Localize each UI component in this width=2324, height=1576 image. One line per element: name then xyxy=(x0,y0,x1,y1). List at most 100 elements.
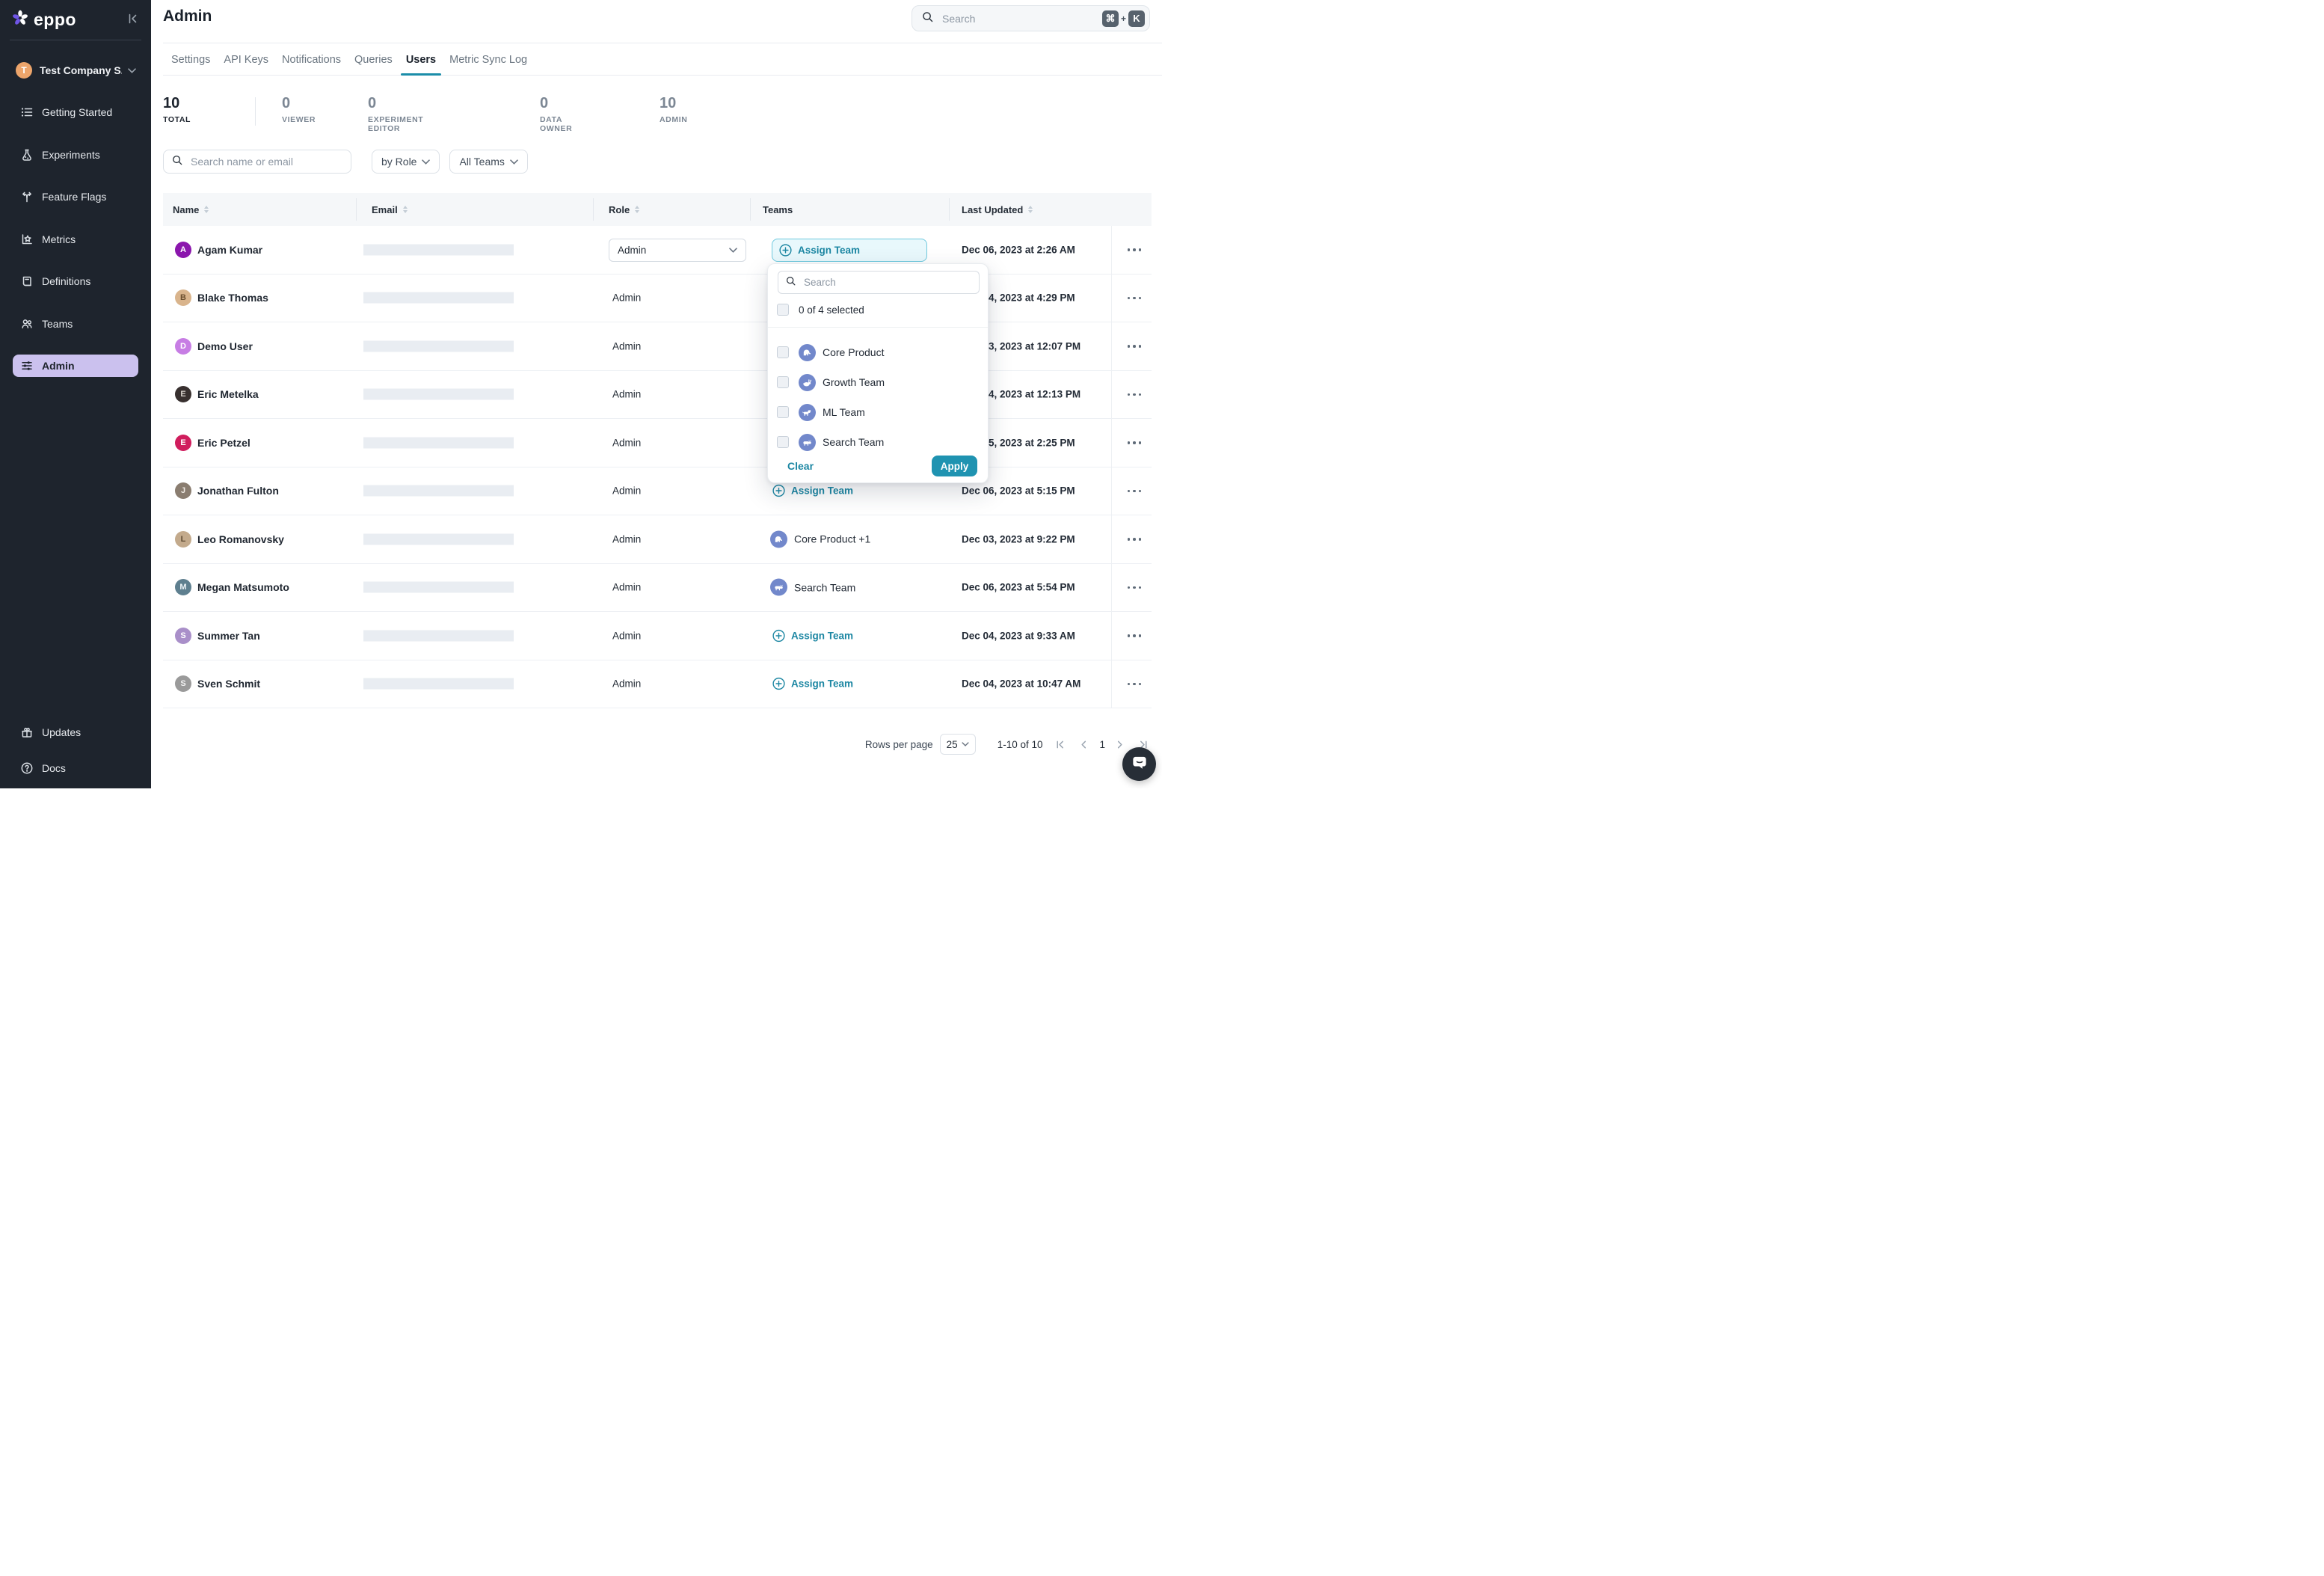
next-page-icon[interactable] xyxy=(1113,738,1126,751)
chat-bubble-icon xyxy=(1131,754,1148,774)
row-actions-menu-icon[interactable] xyxy=(1122,579,1147,595)
column-header-last-updated[interactable]: Last Updated xyxy=(962,193,1033,226)
popover-search-input[interactable] xyxy=(802,276,972,289)
elephant-icon xyxy=(799,343,816,361)
sidebar-item-label: Definitions xyxy=(42,275,91,287)
rabbit-icon xyxy=(799,373,816,391)
team-checkbox[interactable] xyxy=(777,406,789,418)
sidebar-item-definitions[interactable]: Definitions xyxy=(13,270,138,292)
row-actions-menu-icon[interactable] xyxy=(1122,628,1147,644)
pagination-range: 1-10 of 10 xyxy=(997,738,1043,750)
stat-value: 10 xyxy=(660,95,677,111)
user-search-field[interactable] xyxy=(163,150,351,174)
assign-team-button[interactable]: Assign Team xyxy=(772,238,927,262)
sidebar-item-docs[interactable]: Docs xyxy=(13,757,138,779)
popover-team-option-ml-team[interactable]: ML Team xyxy=(768,397,988,427)
popover-team-option-core-product[interactable]: Core Product xyxy=(768,337,988,367)
apply-button[interactable]: Apply xyxy=(932,456,977,476)
table-header: Name Email Role Teams Last Updated xyxy=(163,193,1152,226)
row-actions-menu-icon[interactable] xyxy=(1122,338,1147,355)
row-actions-menu-icon[interactable] xyxy=(1122,482,1147,499)
previous-page-icon[interactable] xyxy=(1077,738,1090,751)
assign-team-button[interactable]: Assign Team xyxy=(772,485,853,497)
user-search-input[interactable] xyxy=(189,155,343,168)
role-value: Admin xyxy=(612,292,642,304)
team-checkbox[interactable] xyxy=(777,436,789,448)
sidebar-item-feature-flags[interactable]: Feature Flags xyxy=(13,185,138,208)
team-chip[interactable]: Search Team xyxy=(770,578,855,596)
first-page-icon[interactable] xyxy=(1053,738,1066,751)
row-actions-menu-icon[interactable] xyxy=(1122,289,1147,306)
user-name: Blake Thomas xyxy=(197,292,268,304)
last-updated: Dec 06, 2023 at 5:54 PM xyxy=(962,581,1075,593)
tab-queries[interactable]: Queries xyxy=(354,54,393,66)
sidebar-item-experiments[interactable]: Experiments xyxy=(13,144,138,166)
team-chip[interactable]: Core Product +1 xyxy=(770,530,870,548)
workspace-name: Test Company S... xyxy=(40,64,122,76)
sidebar-item-label: Admin xyxy=(42,360,75,372)
workspace-switcher[interactable]: T Test Company S... xyxy=(0,60,151,81)
pagination: Rows per page 25 1-10 of 10 1 xyxy=(865,733,1150,755)
plus-circle-icon xyxy=(772,678,785,690)
row-actions-menu-icon[interactable] xyxy=(1122,242,1147,258)
select-all-checkbox[interactable] xyxy=(777,304,789,316)
sort-icon xyxy=(204,206,209,213)
chevron-down-icon xyxy=(422,159,431,165)
plus-circle-icon xyxy=(772,485,785,497)
popover-team-option-search-team[interactable]: Search Team xyxy=(768,427,988,457)
popover-team-option-growth-team[interactable]: Growth Team xyxy=(768,367,988,397)
assign-team-popover: 0 of 4 selected Core Product Growth Team… xyxy=(767,263,989,483)
tab-api-keys[interactable]: API Keys xyxy=(224,54,269,66)
global-search-input[interactable] xyxy=(941,11,1102,25)
tab-notifications[interactable]: Notifications xyxy=(282,54,342,66)
stat-viewer: 0 VIEWER xyxy=(282,96,316,124)
tab-metric-sync-log[interactable]: Metric Sync Log xyxy=(449,54,528,66)
sidebar-item-admin[interactable]: Admin xyxy=(13,355,138,377)
column-header-role[interactable]: Role xyxy=(609,193,640,226)
teams-filter-label: All Teams xyxy=(459,156,505,168)
team-checkbox[interactable] xyxy=(777,346,789,358)
stat-label: DATA OWNER xyxy=(540,115,573,133)
row-actions-menu-icon[interactable] xyxy=(1122,675,1147,692)
user-name: Jonathan Fulton xyxy=(197,485,279,497)
chat-widget-button[interactable] xyxy=(1122,747,1156,781)
column-separator xyxy=(750,198,751,221)
team-checkbox[interactable] xyxy=(777,376,789,388)
last-page-icon[interactable] xyxy=(1137,738,1150,751)
table-row-leo-romanovsky: L Leo Romanovsky Admin Core Product +1 D… xyxy=(163,515,1152,564)
row-actions-menu-icon[interactable] xyxy=(1122,435,1147,451)
sidebar-item-getting-started[interactable]: Getting Started xyxy=(13,101,138,123)
shortcut-plus: + xyxy=(1120,13,1126,24)
table-row-jonathan-fulton: J Jonathan Fulton Admin Assign Team Dec … xyxy=(163,467,1152,515)
sidebar-item-teams[interactable]: Teams xyxy=(13,313,138,335)
sidebar-item-updates[interactable]: Updates xyxy=(13,721,138,743)
teams-filter-dropdown[interactable]: All Teams xyxy=(449,150,528,174)
global-search[interactable]: ⌘ + K xyxy=(912,5,1150,31)
sidebar-collapse-icon[interactable] xyxy=(126,12,139,25)
rows-per-page-select[interactable]: 25 xyxy=(939,734,976,755)
role-select[interactable]: Admin xyxy=(609,238,746,262)
column-header-email[interactable]: Email xyxy=(372,193,408,226)
tab-users[interactable]: Users xyxy=(399,45,443,76)
row-actions-menu-icon[interactable] xyxy=(1122,386,1147,402)
column-header-name[interactable]: Name xyxy=(173,193,209,226)
tab-settings[interactable]: Settings xyxy=(171,54,211,66)
role-value: Admin xyxy=(612,678,642,690)
team-option-label: ML Team xyxy=(823,406,865,418)
clear-button[interactable]: Clear xyxy=(787,460,814,472)
assign-team-button[interactable]: Assign Team xyxy=(772,678,853,690)
column-label: Name xyxy=(173,203,200,215)
column-label: Teams xyxy=(763,203,793,215)
role-value: Admin xyxy=(612,485,642,497)
row-actions-menu-icon[interactable] xyxy=(1122,531,1147,548)
actions-column-separator xyxy=(1111,563,1112,611)
email-redacted-bar xyxy=(363,581,514,593)
assign-team-button[interactable]: Assign Team xyxy=(772,629,853,642)
sidebar-item-label: Getting Started xyxy=(42,106,113,118)
role-filter-dropdown[interactable]: by Role xyxy=(372,150,440,174)
current-page-number[interactable]: 1 xyxy=(1099,738,1105,750)
popover-search-field[interactable] xyxy=(778,271,980,294)
sidebar-item-metrics[interactable]: Metrics xyxy=(13,228,138,251)
popover-divider xyxy=(768,327,988,328)
last-updated: Dec 04, 2023 at 12:13 PM xyxy=(962,388,1081,400)
